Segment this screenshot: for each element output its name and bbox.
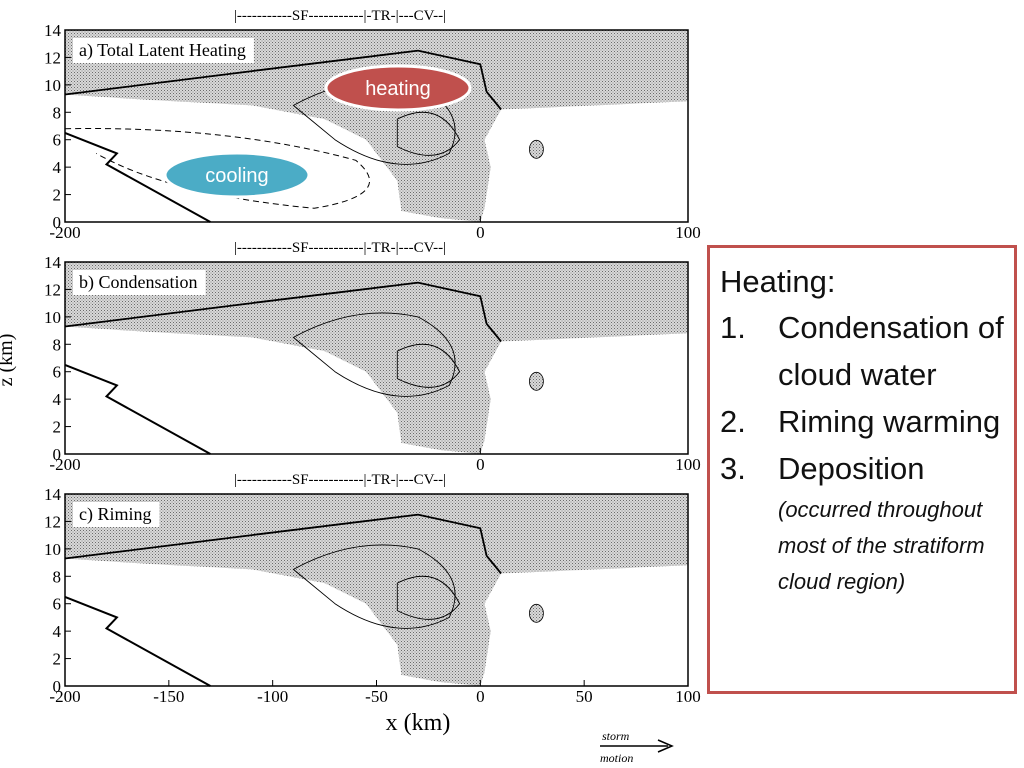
y-tick-label: 10 [44,76,61,95]
x-tick-label: 100 [675,455,701,474]
y-tick-label: 6 [53,363,62,382]
region-bar: |-----------SF-----------|-TR-|---CV--| [234,240,446,256]
y-tick-label: 4 [53,390,62,409]
y-tick-label: 12 [44,48,61,67]
y-tick-label: 0 [53,213,62,232]
list-item: 2. Riming warming [720,398,1014,445]
y-tick-label: 0 [53,677,62,696]
number: 3. [720,451,746,486]
y-tick-label: 8 [53,567,62,586]
item-text: Condensation of cloud water [778,310,1004,392]
cloud-region [65,30,688,222]
heating-label: heating [365,78,431,100]
text-box: Heating: 1. Condensation of cloud water 2… [707,245,1017,694]
cloud-region [65,494,688,686]
cell [529,603,544,623]
y-tick-label: 4 [53,158,62,177]
y-tick-label: 4 [53,622,62,641]
motion-label: motion [600,751,633,765]
panel: c) Riming [64,493,689,687]
heating-bubble [324,64,472,112]
x-tick-label: -150 [153,687,184,706]
contour [396,575,461,620]
label-bg [73,38,254,63]
y-tick-label: 12 [44,280,61,299]
y-tick-label: 2 [53,418,62,437]
panel: a) Total Latent Heating [64,29,689,223]
item-text: Deposition [778,451,925,486]
arrow-head [657,739,674,753]
x-tick-label: -200 [49,455,80,474]
y-tick-label: 8 [53,103,62,122]
cloud-outline [64,281,502,343]
contour [396,111,461,156]
plot-border [64,29,689,223]
x-tick-label: -200 [49,223,80,242]
cooling-bubble [163,151,311,199]
contour [396,343,461,388]
boundary-line [64,595,211,687]
y-tick-label: 6 [53,595,62,614]
x-tick-label: 100 [675,223,701,242]
region-bar: |-----------SF-----------|-TR-|---CV--| [234,8,446,24]
y-tick-label: 14 [44,21,62,40]
contour [292,312,456,397]
number: 1. [720,310,746,345]
panel-label: a) Total Latent Heating [79,40,246,61]
label-bg [73,502,160,527]
plot-border [64,261,689,455]
y-tick-label: 14 [44,253,62,272]
panel: b) Condensation [64,261,689,455]
y-axis-label: z (km) [0,334,17,387]
x-tick-label: -200 [49,687,80,706]
contour [292,544,456,629]
label-bg [73,270,206,295]
item-text: Riming warming [778,404,1001,439]
number: 2. [720,404,746,439]
boundary-line [64,363,211,455]
region-bar: |-----------SF-----------|-TR-|---CV--| [234,472,446,488]
cell [529,371,544,391]
list-item: 3. Deposition [720,445,1014,492]
list-item: 1. Condensation of cloud water [720,304,1014,398]
cloud-region [65,262,688,454]
storm-motion: storm motion [600,729,674,765]
y-tick-label: 10 [44,308,61,327]
panel-label: b) Condensation [79,272,198,293]
cloud-outline [64,49,502,111]
x-tick-label: 0 [476,223,485,242]
x-axis-label: x (km) [386,710,451,736]
x-tick-label: 100 [675,687,701,706]
cell [529,139,544,159]
heading: Heating: [720,264,836,299]
y-tick-label: 14 [44,485,62,504]
cooling-contour [64,128,370,209]
x-tick-label: 0 [476,687,485,706]
cooling-label: cooling [205,165,268,187]
y-tick-label: 0 [53,445,62,464]
y-tick-label: 2 [53,650,62,669]
cloud-outline [64,513,502,575]
x-tick-label: -50 [365,687,388,706]
x-tick-label: 0 [476,455,485,474]
panel-label: c) Riming [79,504,152,525]
note: (occurred throughout most of the stratif… [778,497,985,594]
y-tick-label: 2 [53,186,62,205]
storm-label: storm [602,729,630,743]
x-tick-label: -100 [257,687,288,706]
y-tick-label: 10 [44,540,61,559]
y-tick-label: 12 [44,512,61,531]
boundary-line [64,131,211,223]
y-tick-label: 8 [53,335,62,354]
y-tick-label: 6 [53,131,62,150]
x-tick-label: 50 [576,687,593,706]
